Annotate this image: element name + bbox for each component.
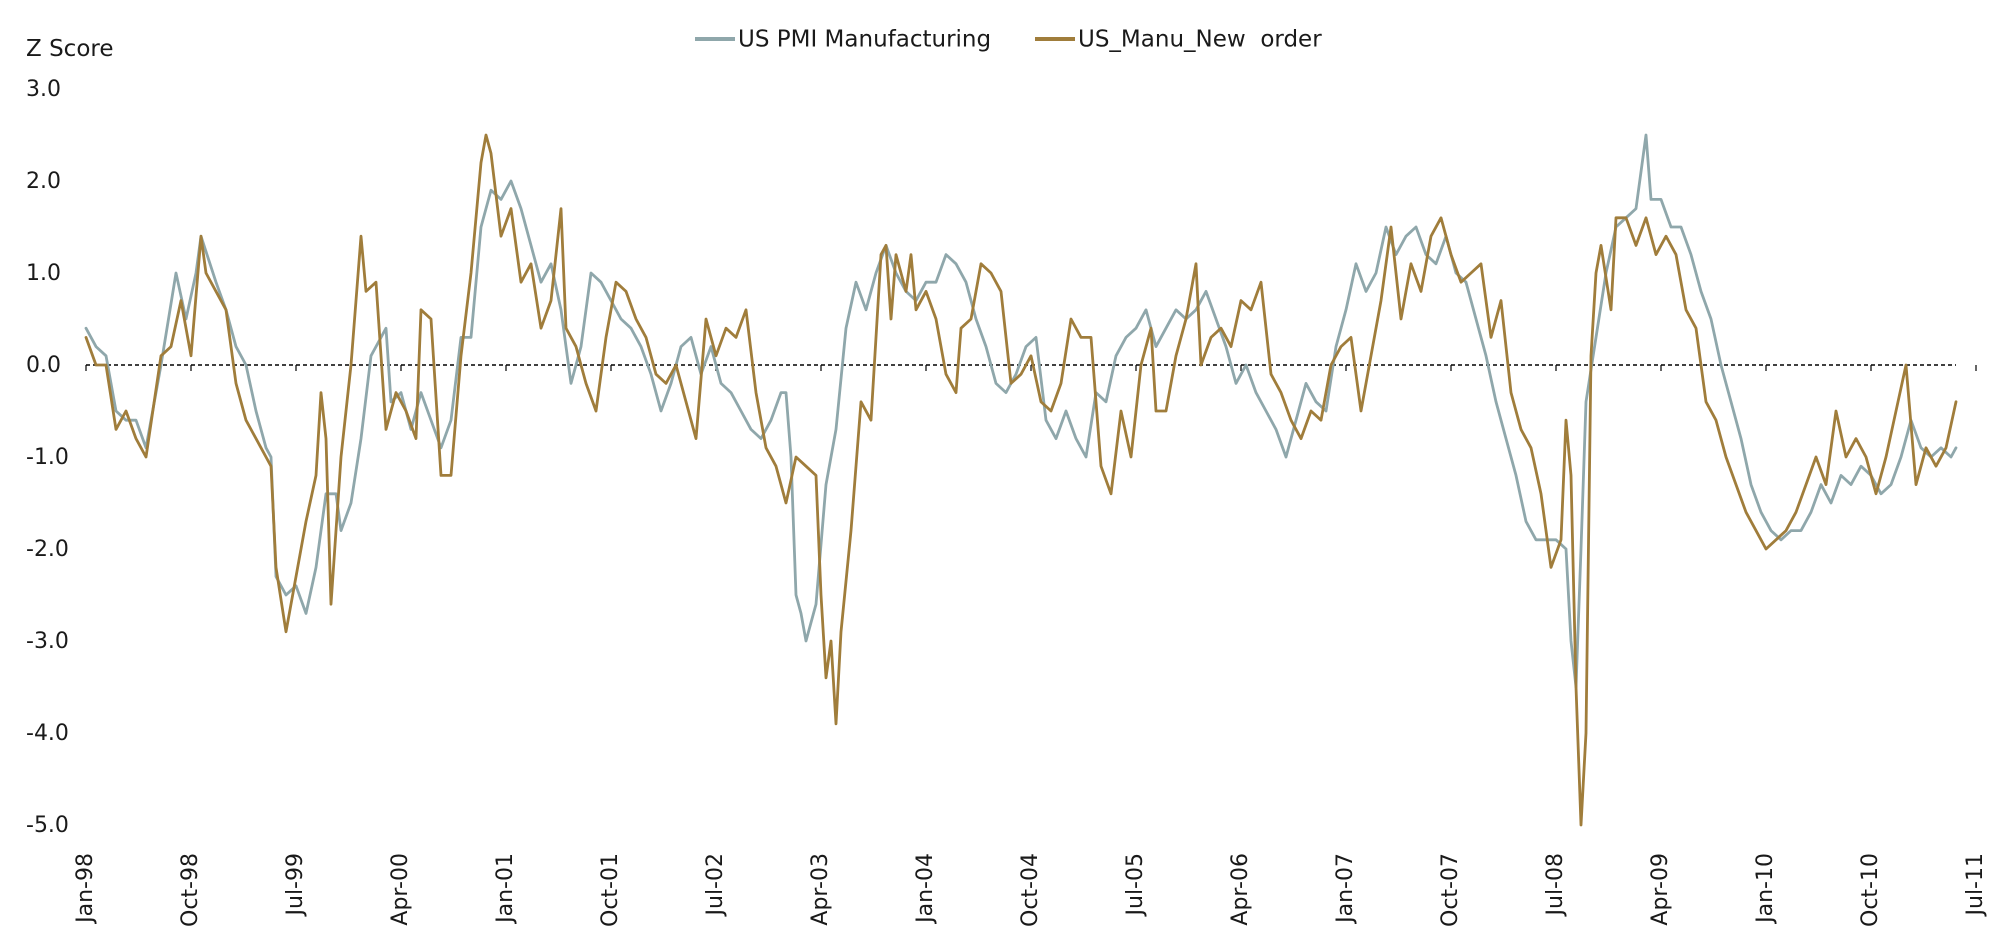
x-tick-label: Jul-05 [1123, 853, 1148, 917]
x-tick-label: Jul-08 [1543, 853, 1568, 917]
y-tick-label: 2.0 [26, 169, 61, 194]
legend-label-new-order: US_Manu_New order [1078, 27, 1322, 53]
y-tick-label: -1.0 [26, 445, 69, 470]
x-tick-label: Jan-07 [1333, 853, 1358, 925]
x-tick-label: Jul-11 [1963, 853, 1988, 917]
x-tick-label: Apr-09 [1648, 853, 1673, 926]
x-tick-label: Oct-98 [178, 853, 203, 927]
y-tick-label: -5.0 [26, 813, 69, 838]
x-tick-label: Oct-10 [1858, 853, 1883, 927]
x-tick-label: Oct-01 [598, 853, 623, 927]
x-tick-label: Jan-10 [1753, 853, 1778, 925]
x-tick-label: Jul-02 [703, 853, 728, 917]
x-tick-label: Apr-00 [388, 853, 413, 926]
y-axis-ticks: 3.0 2.0 1.0 0.0 -1.0 -2.0 -3.0 -4.0 -5.0 [26, 77, 69, 838]
y-tick-label: 1.0 [26, 261, 61, 286]
y-axis-title: Z Score [26, 36, 114, 62]
y-tick-label: -2.0 [26, 537, 69, 562]
x-tick-label: Oct-07 [1438, 853, 1463, 927]
series-line-pmi-manufacturing [84, 133, 1958, 689]
x-tick-label: Oct-04 [1018, 853, 1043, 927]
x-tick-label: Jul-99 [283, 853, 308, 917]
y-tick-label: -3.0 [26, 629, 69, 654]
x-axis-ticks: Jan-98 Oct-98 Jul-99 Apr-00 Jan-01 Oct-01 Jul-… [73, 365, 1988, 927]
legend-label-pmi: US PMI Manufacturing [738, 27, 991, 53]
x-tick-label: Jan-98 [73, 853, 98, 925]
y-tick-label: -4.0 [26, 721, 69, 746]
y-tick-label: 0.0 [26, 353, 61, 378]
x-tick-label: Apr-03 [808, 853, 833, 926]
series-line-new-order [84, 133, 1958, 827]
legend: US PMI Manufacturing US_Manu_New order [695, 27, 1322, 53]
series-group [84, 133, 1958, 827]
x-tick-label: Jan-04 [913, 853, 938, 925]
y-tick-label: 3.0 [26, 77, 61, 102]
x-tick-label: Apr-06 [1228, 853, 1253, 926]
x-tick-label: Jan-01 [493, 853, 518, 925]
